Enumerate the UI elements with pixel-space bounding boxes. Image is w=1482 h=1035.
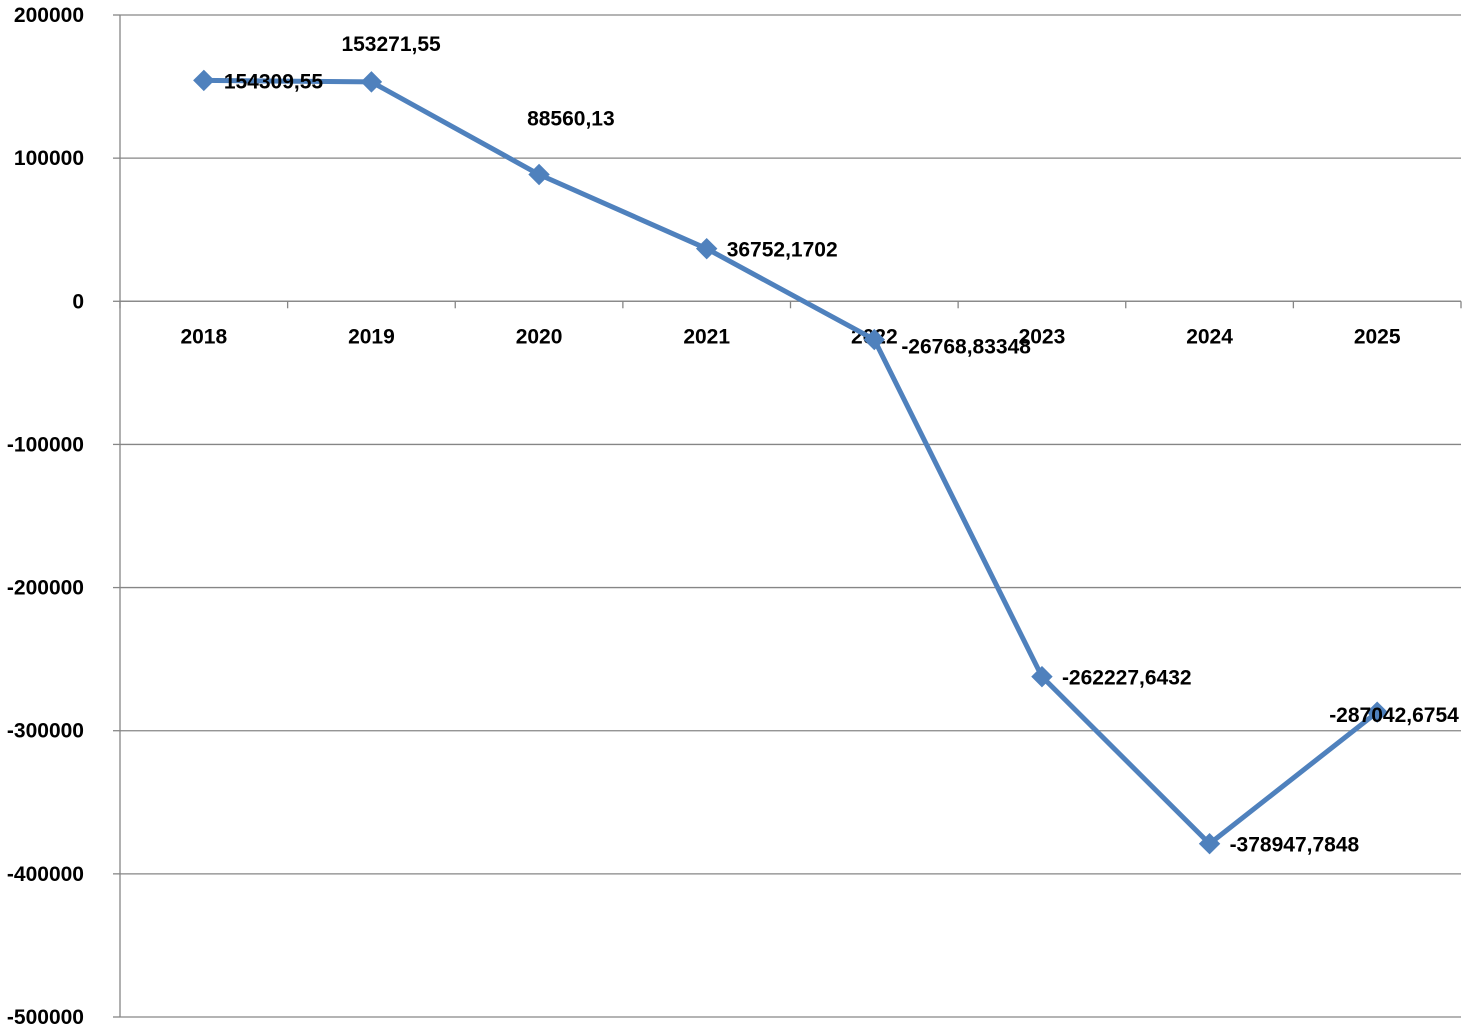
data-point-marker xyxy=(528,163,550,186)
series-line xyxy=(203,77,1379,847)
y-tick-label: 200000 xyxy=(14,4,84,27)
x-category-label: 2025 xyxy=(1354,325,1401,348)
x-category-label: 2019 xyxy=(348,325,395,348)
data-label: -378947,7848 xyxy=(1230,834,1360,857)
y-axis-tick-labels: 200000 100000 0 -100000 -200000 -300000 -40000… xyxy=(7,4,84,1029)
y-tick-label: 0 xyxy=(72,290,84,313)
series-line xyxy=(203,77,1379,847)
data-labels: 154309,55 153271,55 88560,13 36752,1702 -267… xyxy=(224,33,1459,857)
data-point-marker xyxy=(1366,701,1388,723)
data-point-marker xyxy=(695,237,718,260)
y-tick-label: -500000 xyxy=(7,1006,84,1029)
data-point-marker xyxy=(193,69,215,92)
y-tick-label: 100000 xyxy=(14,147,84,170)
x-category-label: 2020 xyxy=(516,325,563,348)
data-label: 154309,55 xyxy=(224,70,324,93)
y-tick-label: -400000 xyxy=(7,863,84,886)
x-category-label: 2018 xyxy=(180,325,227,348)
x-axis-category-labels: 20182019202020212022202320242025 xyxy=(180,325,1400,348)
x-category-label: 2023 xyxy=(1019,325,1066,348)
axes xyxy=(113,14,1462,1018)
data-label: -26768,83348 xyxy=(901,336,1031,359)
data-point-marker xyxy=(1198,833,1221,855)
data-markers xyxy=(193,69,1388,855)
data-label: 88560,13 xyxy=(527,108,615,131)
data-label: -262227,6432 xyxy=(1062,667,1192,690)
data-point-marker xyxy=(863,328,886,351)
gridlines xyxy=(120,14,1461,1018)
data-point-marker xyxy=(1031,665,1053,688)
data-label: 153271,55 xyxy=(341,33,441,56)
data-label: -287042,6754 xyxy=(1329,704,1459,727)
y-tick-label: -200000 xyxy=(7,577,84,600)
data-label: 36752,1702 xyxy=(727,239,838,262)
data-point-marker xyxy=(360,71,383,93)
y-tick-label: -100000 xyxy=(7,433,84,456)
x-category-label: 2021 xyxy=(683,325,730,348)
y-tick-label: -300000 xyxy=(7,720,84,743)
x-category-label: 2024 xyxy=(1186,325,1233,348)
